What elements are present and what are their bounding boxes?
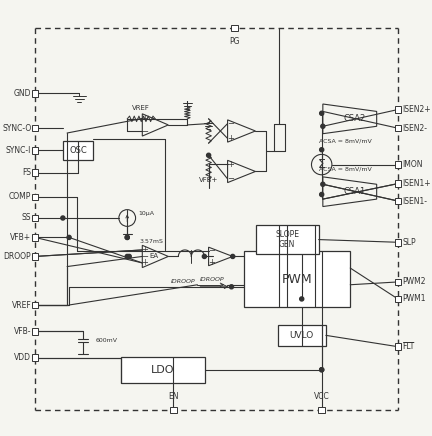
Text: VFB+: VFB+ <box>10 233 31 242</box>
Text: SS: SS <box>22 214 31 222</box>
Bar <box>32 302 38 308</box>
Bar <box>32 194 38 200</box>
Bar <box>394 279 401 285</box>
Text: VCC: VCC <box>314 392 330 401</box>
Bar <box>32 90 38 97</box>
Bar <box>244 251 350 307</box>
Circle shape <box>61 216 65 220</box>
Circle shape <box>229 285 234 289</box>
Text: VFB-: VFB- <box>14 327 31 336</box>
Text: 600mV: 600mV <box>95 338 118 343</box>
Text: Σ: Σ <box>318 158 326 171</box>
Text: +: + <box>142 259 149 267</box>
Text: VREF: VREF <box>133 105 150 111</box>
Text: +: + <box>227 160 234 169</box>
Bar <box>32 253 38 260</box>
Bar <box>32 170 38 176</box>
Text: EA: EA <box>149 253 158 259</box>
Text: +: + <box>142 114 149 123</box>
Text: +: + <box>227 134 234 143</box>
Text: −: − <box>227 174 234 184</box>
Bar <box>394 181 401 187</box>
Text: FS: FS <box>22 168 31 177</box>
Text: PWM1: PWM1 <box>403 294 426 303</box>
Bar <box>32 215 38 221</box>
Bar <box>32 125 38 131</box>
Text: ACSA = 8mV/mV: ACSA = 8mV/mV <box>319 139 372 143</box>
Text: SYNC-I: SYNC-I <box>6 146 31 155</box>
Text: SLOPE: SLOPE <box>275 231 299 239</box>
Text: CSA2: CSA2 <box>343 114 365 123</box>
Text: DROOP: DROOP <box>3 252 31 261</box>
Bar <box>318 407 325 413</box>
Text: IMON: IMON <box>403 160 423 169</box>
Circle shape <box>125 254 129 259</box>
Text: SLP: SLP <box>403 238 416 247</box>
Circle shape <box>125 235 129 239</box>
Text: GND: GND <box>14 89 31 98</box>
Bar <box>232 24 238 31</box>
Text: ISEN2+: ISEN2+ <box>403 105 431 114</box>
Text: +: + <box>142 245 149 255</box>
Circle shape <box>127 254 131 259</box>
Bar <box>394 125 401 131</box>
Text: VREF: VREF <box>12 300 31 310</box>
Bar <box>121 357 205 383</box>
Circle shape <box>67 235 71 239</box>
Bar <box>394 344 401 350</box>
Text: VFB+: VFB+ <box>199 177 218 183</box>
Bar <box>32 234 38 241</box>
Text: UVLO: UVLO <box>289 331 314 340</box>
Circle shape <box>320 111 324 116</box>
Bar <box>63 141 93 160</box>
Bar <box>394 161 401 168</box>
Circle shape <box>320 368 324 372</box>
Text: VDD: VDD <box>14 353 31 362</box>
Text: −: − <box>142 127 149 136</box>
Bar <box>394 198 401 204</box>
Text: PG: PG <box>229 37 240 46</box>
Bar <box>394 296 401 302</box>
Text: ACSA = 8mV/mV: ACSA = 8mV/mV <box>319 167 372 172</box>
Text: PWM: PWM <box>282 272 312 286</box>
Bar <box>32 354 38 361</box>
Circle shape <box>206 153 211 157</box>
Circle shape <box>300 297 304 301</box>
Bar <box>256 225 319 255</box>
Circle shape <box>320 192 324 197</box>
Circle shape <box>321 182 325 186</box>
Text: EN: EN <box>168 392 178 401</box>
Text: 10µA: 10µA <box>139 211 155 216</box>
Circle shape <box>321 124 325 128</box>
Bar <box>170 407 177 413</box>
Bar <box>394 106 401 113</box>
Circle shape <box>231 254 235 259</box>
Text: PWM2: PWM2 <box>403 277 426 286</box>
Circle shape <box>202 254 206 259</box>
Text: GEN: GEN <box>279 240 295 249</box>
Text: 3.57mS: 3.57mS <box>140 239 164 244</box>
Bar <box>32 328 38 334</box>
Text: ISEN2-: ISEN2- <box>403 124 428 133</box>
Bar <box>32 147 38 153</box>
Text: CSA1: CSA1 <box>343 187 365 196</box>
Text: ISEN1+: ISEN1+ <box>403 179 431 188</box>
Text: IDROOP: IDROOP <box>171 279 196 284</box>
Text: SYNC-O: SYNC-O <box>2 124 31 133</box>
Text: IDROOP: IDROOP <box>200 277 225 282</box>
Bar <box>278 325 326 346</box>
Text: −: − <box>142 252 149 261</box>
Text: FLT: FLT <box>403 342 415 351</box>
Circle shape <box>320 148 324 152</box>
Circle shape <box>125 235 129 239</box>
Text: −: − <box>208 246 215 255</box>
Text: +: + <box>208 258 215 266</box>
Text: LDO: LDO <box>151 365 175 375</box>
Text: ISEN1-: ISEN1- <box>403 197 428 205</box>
Circle shape <box>320 368 324 372</box>
Text: −: − <box>227 119 234 128</box>
Text: COMP: COMP <box>9 192 31 201</box>
Text: OSC: OSC <box>69 146 87 155</box>
Bar <box>394 239 401 245</box>
